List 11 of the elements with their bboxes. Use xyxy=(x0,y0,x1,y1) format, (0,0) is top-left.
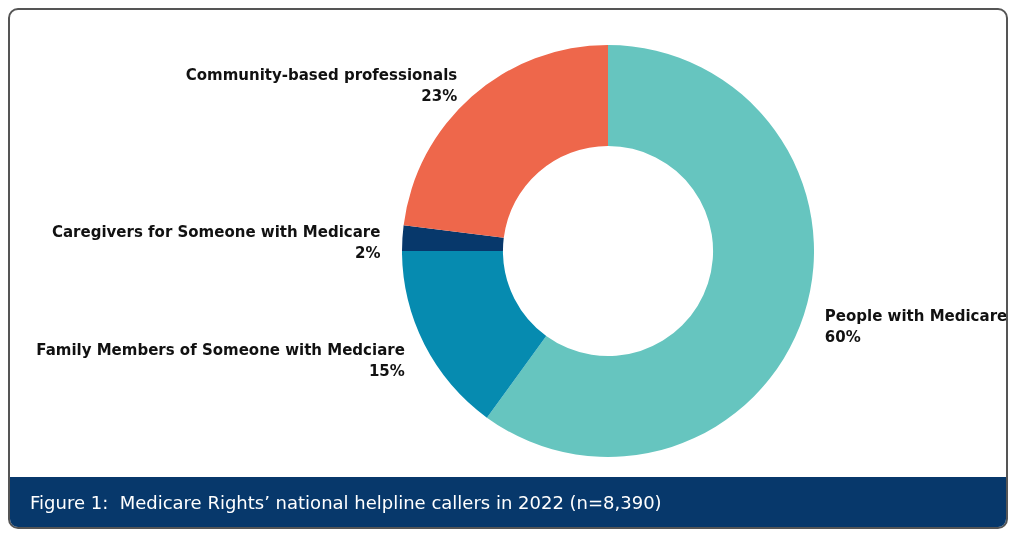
slice-label: Community-based professionals xyxy=(185,65,458,84)
data-label: 15% xyxy=(368,361,405,380)
slice-label: Family Members of Someone with Medciare xyxy=(36,340,405,359)
donut-slice xyxy=(486,45,814,457)
slice-label: Caregivers for Someone with Medicare xyxy=(51,222,381,241)
donut-slice xyxy=(402,225,504,251)
slice-label: People with Medicare xyxy=(824,307,1008,326)
text: Figure 1: Medicare Rights’ national helpline callers in 2022 (n=8,390) xyxy=(10,477,1006,527)
data-label: 23% xyxy=(421,86,458,105)
data-label: 60% xyxy=(824,328,861,347)
data-label: 2% xyxy=(354,243,381,262)
